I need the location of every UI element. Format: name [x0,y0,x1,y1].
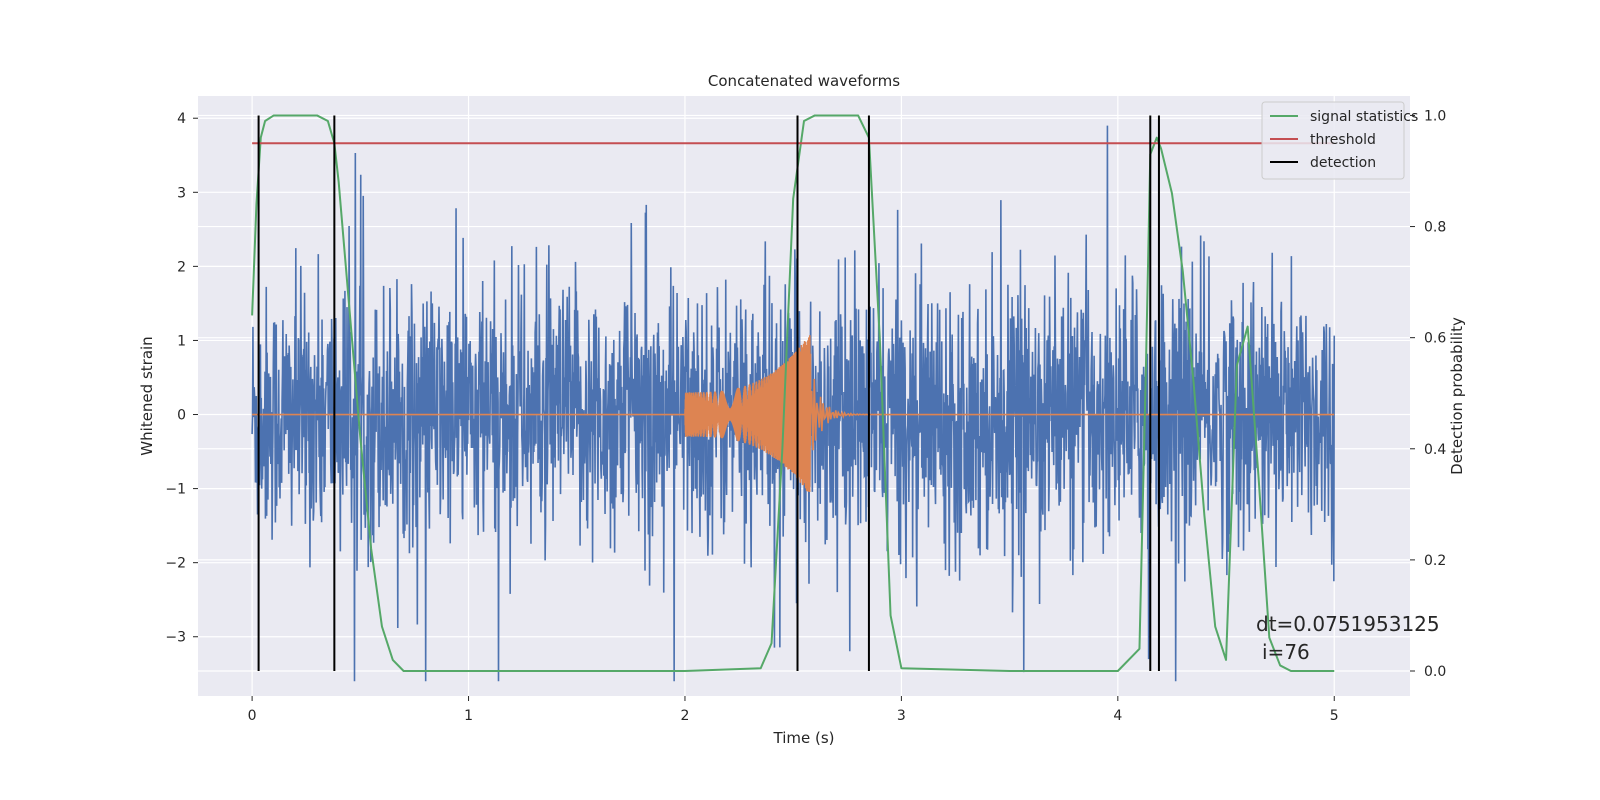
signal-statistics-line [251,114,1335,672]
legend: signal statistics threshold detection [1261,101,1418,180]
x-axis-label: Time (s) [773,729,835,747]
y-tick-label: −3 [165,630,186,646]
y2-tick-label: 0.0 [1424,664,1446,680]
y2-tick-label: 0.8 [1424,220,1446,236]
y2-tick-label: 1.0 [1424,108,1446,124]
y2-tick-label: 0.4 [1424,442,1446,458]
y-tick-label: −1 [165,482,186,498]
y-tick-label: 4 [177,111,186,127]
y-tick-label: 1 [177,333,186,349]
x-tick-label: 5 [1330,708,1339,724]
series-layer [251,114,1336,682]
axes: 0 1 2 3 4 5 −3 −2 −1 0 1 2 3 4 0.0 0.2 0.4 0.6 0.8 1.0 [165,108,1446,724]
x-tick-label: 4 [1113,708,1122,724]
y-axis-label: Whitened strain [138,336,156,455]
y2-tick-label: 0.2 [1424,553,1446,569]
y-tick-label: 0 [177,408,186,424]
legend-label-threshold: threshold [1310,132,1376,148]
annotation-i: i=76 [1262,640,1310,664]
y2-axis-label: Detection probability [1448,317,1466,475]
x-tick-label: 2 [681,708,690,724]
x-tick-label: 3 [897,708,906,724]
x-tick-label: 1 [464,708,473,724]
y-tick-label: 2 [177,259,186,275]
legend-label-detection: detection [1310,155,1376,171]
legend-frame [1261,101,1405,180]
y-tick-label: −2 [165,556,186,572]
legend-label-signal-statistics: signal statistics [1310,109,1418,125]
y-tick-label: 3 [177,185,186,201]
y2-tick-label: 0.6 [1424,331,1446,347]
annotation-dt: dt=0.0751953125 [1256,612,1440,636]
x-tick-label: 0 [248,708,257,724]
chart-title: Concatenated waveforms [708,72,900,90]
